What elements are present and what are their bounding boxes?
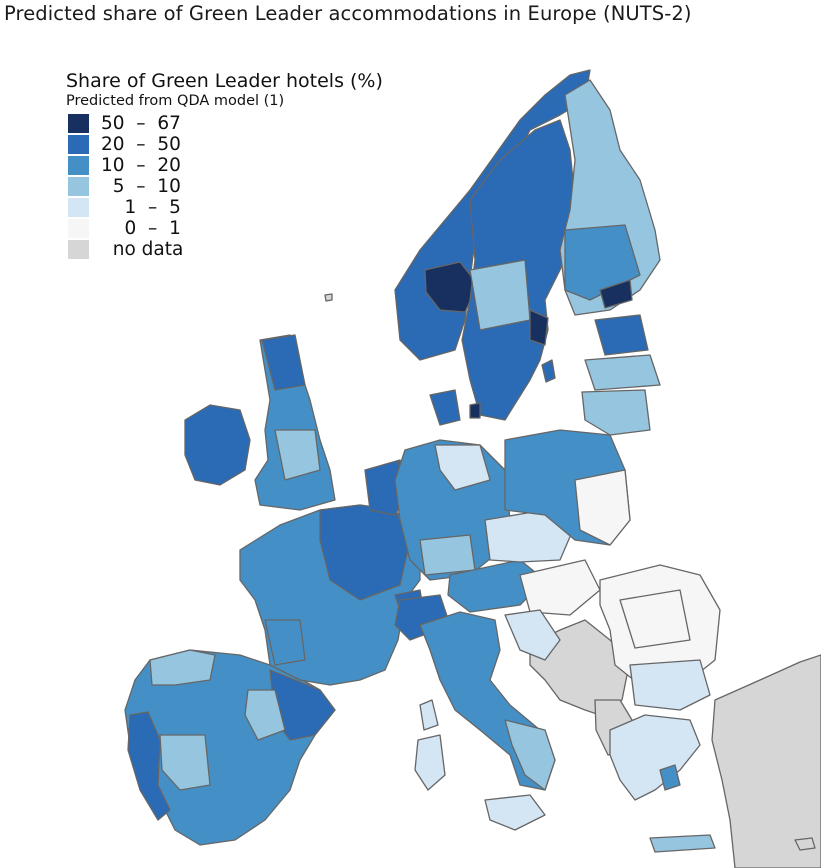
legend-item: 1 – 5 <box>68 197 383 218</box>
legend-swatch <box>68 156 89 175</box>
romania-central <box>619 589 691 649</box>
legend-item: 5 – 10 <box>68 176 383 197</box>
bulgaria-region <box>629 659 711 711</box>
legend-swatch <box>68 219 89 238</box>
cyprus-region <box>794 837 816 851</box>
spain-ebro <box>244 689 286 741</box>
finland-southeast-highlight <box>599 279 633 309</box>
ireland-region <box>184 404 251 486</box>
sicily <box>484 794 546 831</box>
poland-east <box>574 469 631 546</box>
sweden-east-highlight <box>529 309 549 346</box>
legend-swatch <box>68 198 89 217</box>
legend-swatch <box>68 240 89 259</box>
legend-swatch <box>68 177 89 196</box>
legend-item: 0 – 1 <box>68 218 383 239</box>
portugal-west <box>127 711 171 821</box>
legend-label: 50 – 67 <box>101 112 181 134</box>
denmark-region <box>429 389 461 426</box>
scotland-north <box>261 334 306 391</box>
sweden-middle <box>469 259 531 331</box>
gotland-island <box>541 359 556 383</box>
corsica <box>419 699 439 731</box>
legend-label: 20 – 50 <box>101 133 181 155</box>
latvia-region <box>584 354 661 391</box>
crete <box>649 834 716 853</box>
map-title: Predicted share of Green Leader accommod… <box>4 2 692 25</box>
legend-item: 10 – 20 <box>68 155 383 176</box>
legend-label: 1 – 5 <box>101 196 181 218</box>
copenhagen-highlight <box>469 402 481 419</box>
legend-label: 10 – 20 <box>101 154 181 176</box>
spain-north-coast <box>149 649 216 686</box>
norway-highlight <box>424 261 479 313</box>
greece-region <box>609 714 701 801</box>
legend-label: 5 – 10 <box>101 175 181 197</box>
slovenia-croatia <box>504 609 561 661</box>
legend-swatch <box>68 135 89 154</box>
legend-item: 50 – 67 <box>68 113 383 134</box>
legend-subtitle: Predicted from QDA model (1) <box>66 93 285 109</box>
sardinia <box>414 734 446 791</box>
estonia-region <box>594 314 649 356</box>
spain-central <box>159 734 211 791</box>
germany-south <box>419 534 476 576</box>
legend-label: no data <box>101 238 184 260</box>
map-legend: Share of Green Leader hotels (%) Predict… <box>66 70 383 260</box>
germany-east <box>434 444 491 491</box>
italy-south <box>504 719 556 791</box>
hungary-region <box>519 559 601 616</box>
greece-attica <box>659 764 681 791</box>
north-sea-island <box>324 293 333 302</box>
france-southwest <box>264 619 306 666</box>
turkey-region <box>711 654 821 868</box>
legend-item: 20 – 50 <box>68 134 383 155</box>
england-central <box>274 429 321 481</box>
legend-title: Share of Green Leader hotels (%) <box>66 70 383 92</box>
legend-item: no data <box>68 239 383 260</box>
legend-swatch <box>68 114 89 133</box>
legend-items: 50 – 67 20 – 50 10 – 20 5 – 10 1 – 5 0 – 1… <box>66 113 383 260</box>
lithuania-region <box>581 389 651 436</box>
legend-label: 0 – 1 <box>101 217 181 239</box>
